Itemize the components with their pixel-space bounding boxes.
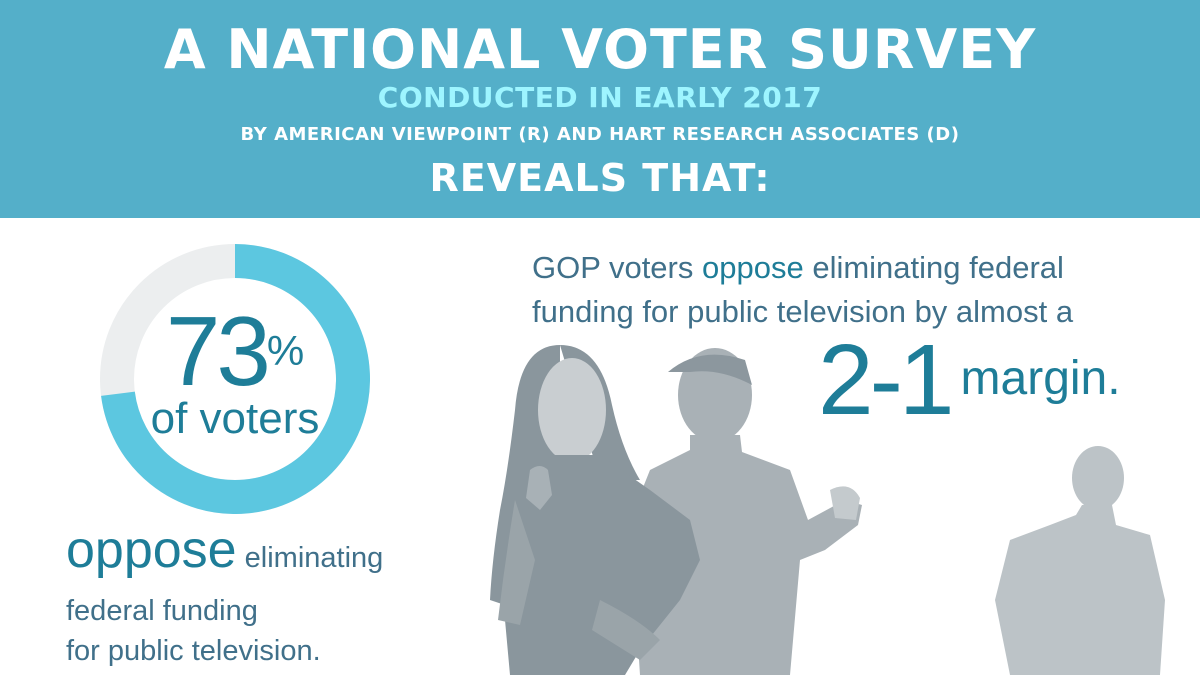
statement-line-2: funding for public television by almost … [532,294,1074,329]
page-title: A NATIONAL VOTER SURVEY [163,18,1037,81]
of-voters-label: of voters [150,394,320,443]
percent-sign: % [266,327,305,374]
margin-callout: 2-1 margin. [818,330,1121,430]
percent-donut-chart [100,244,370,514]
percent-value: 73% [100,302,370,400]
percent-number: 73 [165,296,271,406]
margin-word: margin. [960,352,1121,405]
man-silhouette-center-icon [630,348,862,675]
caption-eliminating: eliminating [236,542,384,574]
margin-ratio: 2-1 [818,324,955,436]
donut-value-arc [101,244,370,514]
survey-byline: BY AMERICAN VIEWPOINT (R) AND HART RESEA… [240,124,960,145]
left-caption: oppose eliminating federal funding for p… [66,522,466,671]
caption-line-2: federal funding [66,595,258,627]
gop-voters-statement: GOP voters oppose eliminating federal fu… [532,246,1172,334]
caption-line-3: for public television. [66,635,321,667]
reveals-heading: REVEALS THAT: [429,156,771,200]
statement-part-a: GOP voters [532,250,702,285]
oppose-highlight: oppose [66,521,237,579]
statement-part-b: eliminating federal [803,250,1064,285]
statement-oppose: oppose [702,250,804,285]
woman-silhouette-icon [490,345,700,675]
page-subtitle: CONDUCTED IN EARLY 2017 [377,81,823,114]
header-banner: A NATIONAL VOTER SURVEY CONDUCTED IN EAR… [0,0,1200,218]
man-silhouette-right-icon [995,446,1165,675]
